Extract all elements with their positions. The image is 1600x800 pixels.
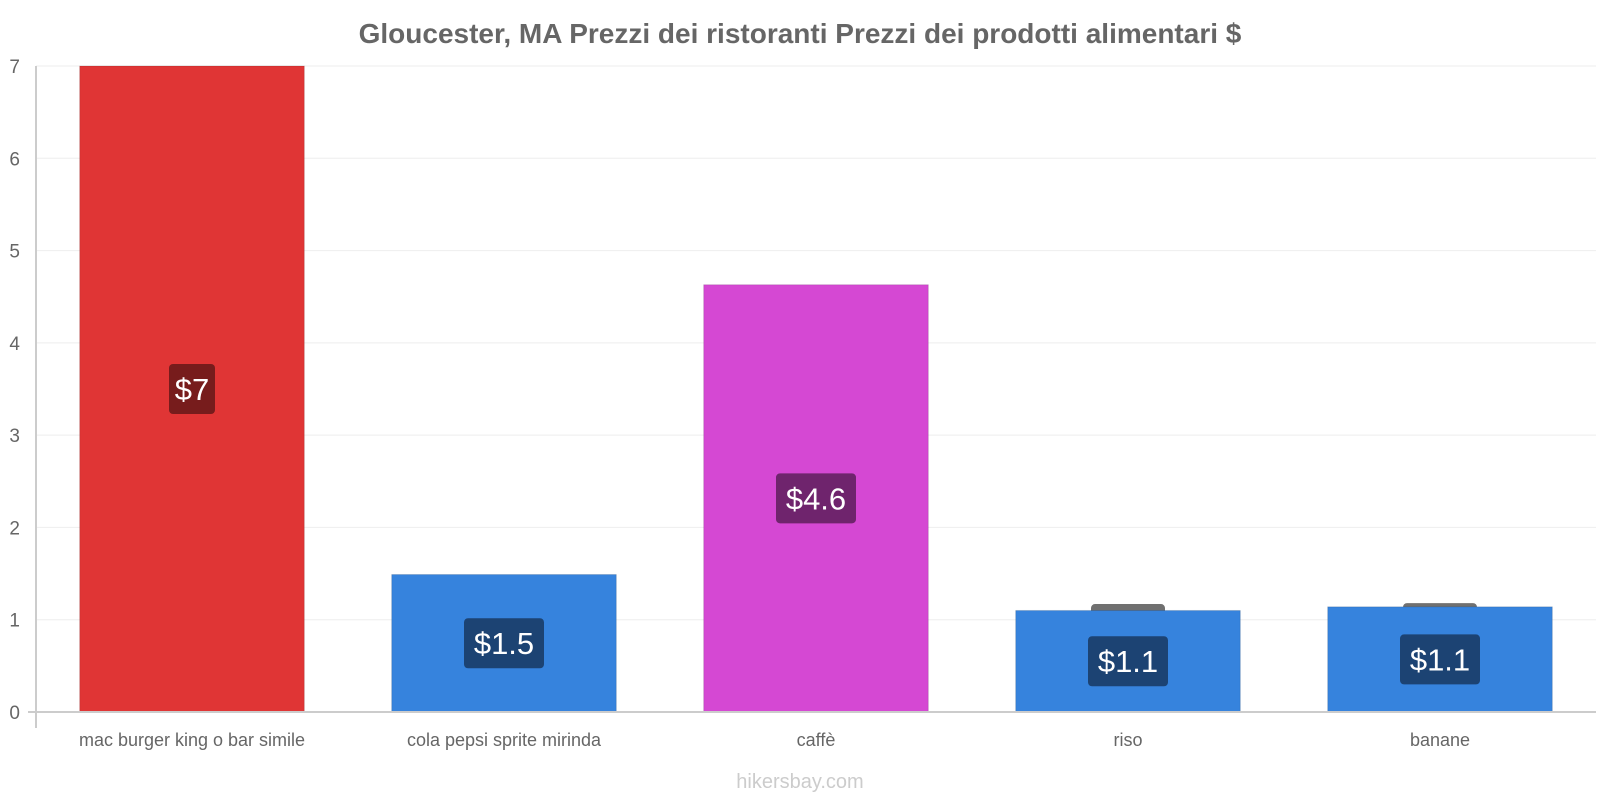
y-axis-ticks: 0 1 2 3 4 5 6 7 xyxy=(9,57,20,724)
watermark: hikersbay.com xyxy=(736,771,863,793)
y-tick-label: 3 xyxy=(9,426,20,447)
x-tick-label: cola pepsi sprite mirinda xyxy=(407,730,602,750)
data-labels: $7 $1.5 $4.6 $1.1 $1.1 xyxy=(169,364,1480,687)
x-tick-label: riso xyxy=(1113,730,1142,750)
data-label-box xyxy=(776,473,856,524)
data-label: $7 xyxy=(175,372,209,407)
y-tick-label: 4 xyxy=(9,334,20,355)
y-tick-label: 5 xyxy=(9,242,20,263)
y-tick-label: 7 xyxy=(9,57,20,78)
x-axis-ticks: mac burger king o bar simile cola pepsi s… xyxy=(79,730,1470,750)
data-label-box xyxy=(1088,636,1168,687)
data-label: $4.6 xyxy=(786,481,846,516)
data-label-box xyxy=(1400,634,1480,685)
data-label-box xyxy=(169,364,215,414)
data-label: $1.1 xyxy=(1410,642,1470,677)
y-tick-label: 1 xyxy=(9,611,20,632)
bars xyxy=(79,65,1553,713)
axes xyxy=(28,66,1596,728)
chart-title: Gloucester, MA Prezzi dei ristoranti Pre… xyxy=(359,18,1242,49)
x-tick-label: banane xyxy=(1410,730,1470,750)
data-label: $1.1 xyxy=(1098,644,1158,679)
x-tick-label: caffè xyxy=(797,730,836,750)
y-tick-label: 6 xyxy=(9,149,20,170)
y-tick-label: 0 xyxy=(9,703,20,724)
data-label-box xyxy=(464,618,544,669)
data-label: $1.5 xyxy=(474,626,534,661)
x-tick-label: mac burger king o bar simile xyxy=(79,730,305,750)
y-tick-label: 2 xyxy=(9,518,20,539)
